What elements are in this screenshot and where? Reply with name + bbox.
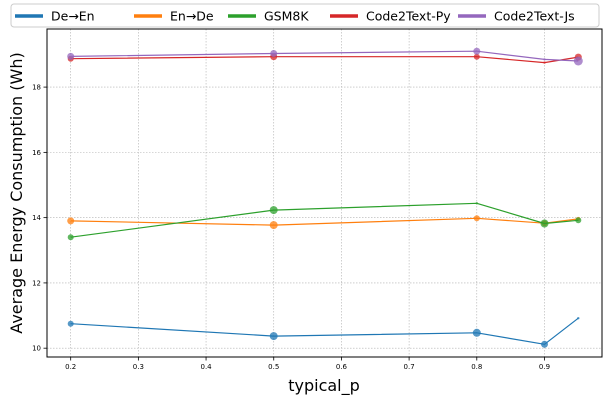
legend-item: Code2Text-Py: [330, 9, 451, 24]
data-point: [473, 53, 480, 60]
legend-label: GSM8K: [264, 9, 309, 24]
y-tick-label: 12: [32, 279, 41, 287]
legend-item: En→De: [134, 9, 214, 24]
data-point: [475, 202, 478, 205]
x-tick-label: 0.6: [336, 363, 348, 371]
data-point: [270, 50, 278, 57]
x-axis: 0.2 0.3 0.4 0.5 0.6 0.7 0.8 0.9: [65, 357, 550, 371]
data-point: [473, 47, 481, 55]
x-tick-label: 0.3: [133, 363, 144, 371]
data-point: [473, 215, 480, 222]
data-point: [67, 217, 75, 225]
x-tick-label: 0.7: [404, 363, 415, 371]
series-group: [67, 47, 583, 348]
legend-item: GSM8K: [228, 9, 309, 24]
y-axis-label: Average Energy Consumption (Wh): [7, 52, 26, 333]
legend-label: Code2Text-Py: [366, 9, 451, 24]
x-tick-label: 0.5: [268, 363, 279, 371]
data-point: [67, 234, 74, 241]
x-tick-label: 0.4: [200, 363, 212, 371]
series-2: [67, 202, 582, 241]
data-point: [269, 332, 278, 341]
series-line: [70, 50, 579, 62]
legend-label: Code2Text-Js: [494, 9, 575, 24]
legend-item: De→En: [15, 9, 95, 24]
x-axis-label: typical_p: [288, 376, 360, 396]
plot-area-frame: [46, 28, 603, 358]
grid-lines: [47, 29, 602, 357]
data-point: [269, 206, 278, 215]
y-tick-label: 16: [32, 149, 41, 157]
data-point: [543, 58, 546, 61]
data-point: [575, 217, 582, 224]
data-point: [573, 56, 583, 66]
legend-box: [10, 3, 600, 28]
y-axis: 10 12 14 16 18: [32, 84, 47, 353]
y-tick-label: 18: [32, 84, 41, 92]
y-tick-label: 14: [32, 214, 41, 222]
legend: De→En En→De GSM8K Code2Text-Py Code2Text-Js: [10, 3, 600, 28]
data-point: [577, 317, 580, 320]
series-line: [70, 217, 579, 226]
series-4: [67, 47, 583, 66]
series-line: [70, 56, 579, 64]
data-point: [67, 320, 74, 327]
x-tick-label: 0.2: [65, 363, 76, 371]
x-tick-label: 0.9: [539, 363, 550, 371]
data-point: [269, 221, 278, 230]
legend-label: En→De: [170, 9, 214, 24]
data-point: [472, 328, 481, 337]
series-line: [70, 317, 579, 345]
data-point: [543, 61, 546, 64]
data-point: [67, 52, 75, 60]
data-point: [540, 219, 549, 228]
y-tick-label: 10: [32, 345, 41, 353]
data-point: [541, 340, 548, 348]
x-tick-label: 0.8: [471, 363, 482, 371]
legend-label: De→En: [51, 9, 95, 24]
legend-item: Code2Text-Js: [458, 9, 575, 24]
series-0: [67, 317, 580, 348]
